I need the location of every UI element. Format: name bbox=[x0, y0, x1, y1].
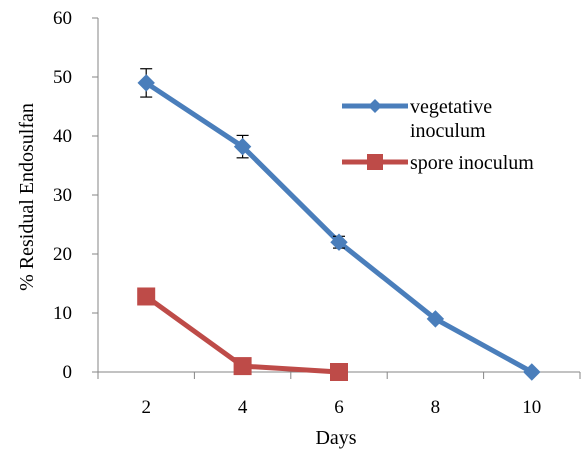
y-ticks: 0 10 20 30 40 50 60 bbox=[53, 8, 98, 383]
x-tick-label: 6 bbox=[334, 397, 344, 418]
y-axis-title: % Residual Endosulfan bbox=[16, 103, 38, 291]
data-point-diamond bbox=[523, 363, 541, 381]
legend-label: vegetative bbox=[410, 96, 492, 118]
data-point-square bbox=[330, 363, 348, 381]
series-1 bbox=[137, 287, 348, 381]
data-point-diamond bbox=[426, 310, 445, 328]
legend-label: inoculum bbox=[410, 120, 486, 142]
x-axis-title: Days bbox=[315, 427, 356, 449]
y-tick-label: 10 bbox=[53, 303, 72, 324]
legend-marker-diamond bbox=[368, 99, 382, 113]
data-point-square bbox=[233, 357, 252, 376]
x-tick-label: 10 bbox=[522, 397, 541, 418]
data-point-diamond bbox=[137, 74, 155, 92]
y-tick-label: 40 bbox=[53, 126, 72, 147]
y-tick-label: 60 bbox=[53, 8, 72, 29]
data-point-diamond bbox=[233, 137, 252, 156]
y-tick-label: 50 bbox=[53, 67, 72, 88]
x-tick-label: 8 bbox=[431, 397, 441, 418]
series-layer bbox=[137, 68, 541, 381]
data-point-diamond bbox=[330, 233, 348, 251]
x-tick-label: 2 bbox=[141, 397, 151, 418]
legend-marker-square bbox=[367, 154, 383, 170]
axes bbox=[97, 18, 580, 373]
legend-label: spore inoculum bbox=[410, 152, 534, 174]
y-tick-label: 30 bbox=[53, 185, 72, 206]
legend-entry-1: spore inoculum bbox=[342, 152, 534, 174]
x-ticks: 2 4 6 8 10 bbox=[97, 372, 581, 418]
series-0 bbox=[137, 68, 541, 381]
data-point-square bbox=[137, 287, 156, 306]
y-tick-label: 20 bbox=[53, 244, 72, 265]
y-tick-label: 0 bbox=[63, 362, 73, 383]
x-tick-label: 4 bbox=[238, 397, 248, 418]
